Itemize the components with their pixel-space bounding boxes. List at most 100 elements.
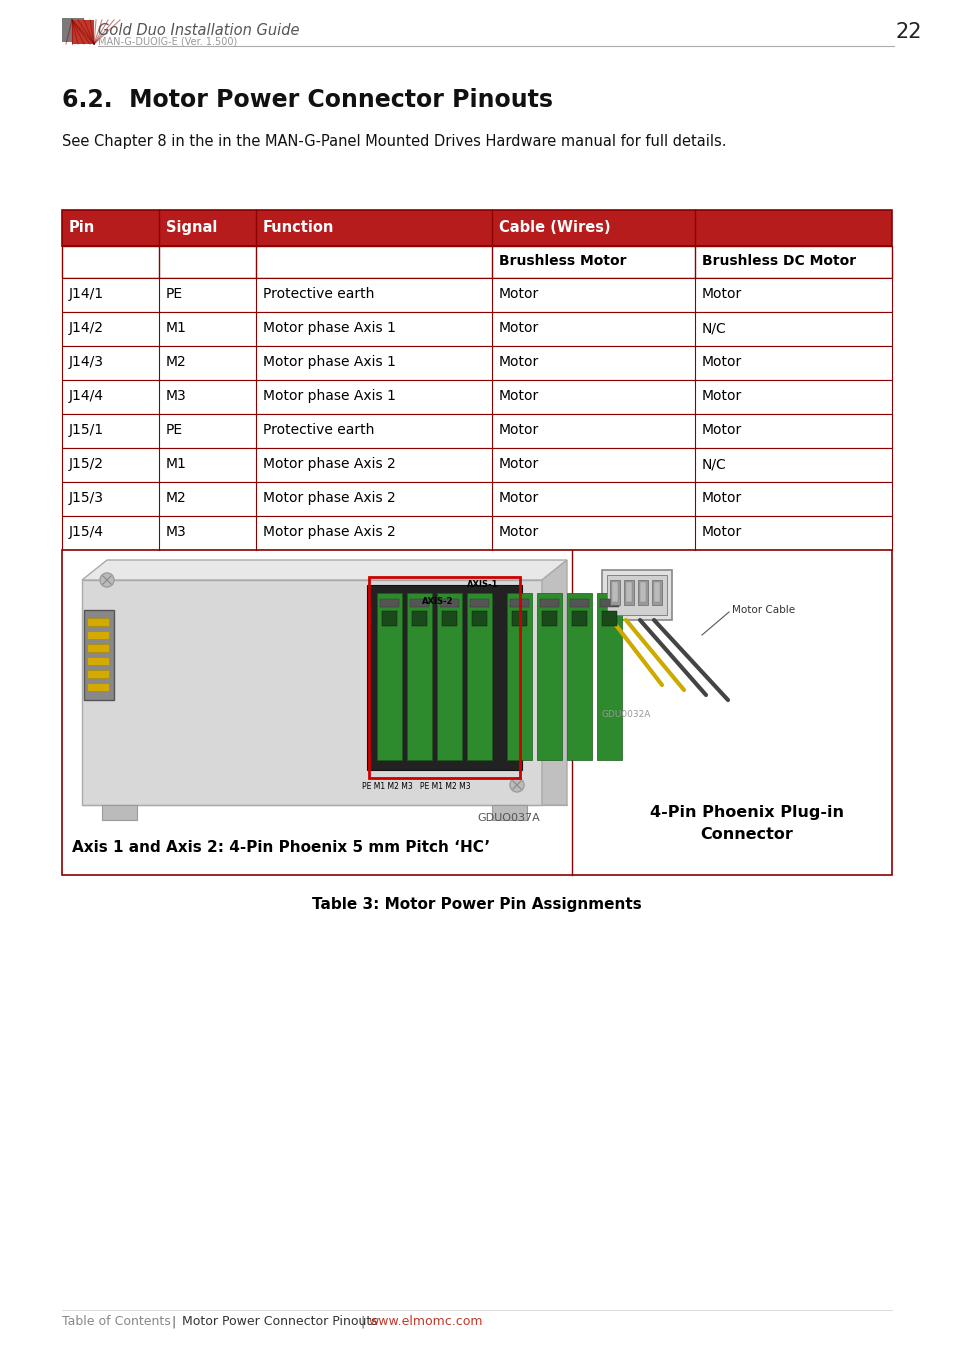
Text: Axis 1 and Axis 2: 4-Pin Phoenix 5 mm Pitch ‘HC’: Axis 1 and Axis 2: 4-Pin Phoenix 5 mm Pi… <box>71 840 490 855</box>
Bar <box>492 805 526 819</box>
Text: Pin: Pin <box>69 220 95 235</box>
Text: Motor: Motor <box>701 423 741 437</box>
Bar <box>612 582 618 602</box>
Text: Motor: Motor <box>701 491 741 505</box>
Bar <box>62 549 891 875</box>
Bar <box>625 582 631 602</box>
Bar <box>376 593 401 760</box>
Text: M2: M2 <box>166 355 187 369</box>
Bar <box>62 18 84 42</box>
Text: AXIS-2: AXIS-2 <box>421 597 453 606</box>
Text: Motor: Motor <box>498 423 538 437</box>
Polygon shape <box>541 560 566 805</box>
Text: MAN-G-DUOIG-E (Ver. 1.500): MAN-G-DUOIG-E (Ver. 1.500) <box>98 36 237 47</box>
Bar <box>62 211 891 246</box>
Text: J15/4: J15/4 <box>69 525 104 539</box>
Text: See Chapter 8 in the in the MAN-G-Panel Mounted Drives Hardware manual for full : See Chapter 8 in the in the MAN-G-Panel … <box>62 134 726 148</box>
Bar <box>623 580 634 605</box>
Text: Motor: Motor <box>498 525 538 539</box>
Text: PE: PE <box>166 288 183 301</box>
Text: PE: PE <box>166 423 183 437</box>
Text: M3: M3 <box>166 389 187 404</box>
Text: Brushless Motor: Brushless Motor <box>498 254 626 269</box>
Text: Motor phase Axis 1: Motor phase Axis 1 <box>263 355 395 369</box>
Polygon shape <box>71 20 94 45</box>
Text: Connector: Connector <box>700 828 793 842</box>
Text: 22: 22 <box>895 22 922 42</box>
Bar <box>87 630 109 639</box>
Text: GDUO037A: GDUO037A <box>476 813 539 823</box>
Text: Table of Contents: Table of Contents <box>62 1315 171 1328</box>
Text: M1: M1 <box>166 458 187 471</box>
Bar <box>537 593 561 760</box>
Text: Motor: Motor <box>498 288 538 301</box>
Text: Signal: Signal <box>166 220 217 235</box>
Bar <box>87 657 109 666</box>
Bar <box>87 670 109 678</box>
Bar <box>407 593 432 760</box>
Bar <box>572 612 586 626</box>
Text: Motor: Motor <box>498 458 538 471</box>
Bar <box>470 599 489 608</box>
Circle shape <box>100 572 113 587</box>
Bar <box>62 516 891 549</box>
Text: Motor: Motor <box>498 389 538 404</box>
Bar <box>412 612 427 626</box>
Polygon shape <box>82 560 566 580</box>
Text: GDU0032A: GDU0032A <box>601 710 651 720</box>
Text: J14/4: J14/4 <box>69 389 104 404</box>
Text: Motor phase Axis 1: Motor phase Axis 1 <box>263 321 395 335</box>
Text: Table 3: Motor Power Pin Assignments: Table 3: Motor Power Pin Assignments <box>312 896 641 913</box>
Bar <box>62 312 891 346</box>
Text: Cable (Wires): Cable (Wires) <box>498 220 610 235</box>
Text: |: | <box>359 1315 364 1328</box>
Bar <box>82 580 541 805</box>
Text: Motor: Motor <box>701 288 741 301</box>
Text: M2: M2 <box>166 491 187 505</box>
Text: J15/3: J15/3 <box>69 491 104 505</box>
Bar <box>62 278 891 312</box>
Text: Protective earth: Protective earth <box>263 288 374 301</box>
Text: Motor: Motor <box>701 389 741 404</box>
Text: M3: M3 <box>166 525 187 539</box>
Bar <box>639 582 645 602</box>
Bar <box>102 805 137 819</box>
Bar <box>436 593 461 760</box>
Bar <box>467 593 492 760</box>
Text: Gold Duo Installation Guide: Gold Duo Installation Guide <box>98 23 299 38</box>
Bar <box>506 593 532 760</box>
Text: Motor Cable: Motor Cable <box>731 605 794 616</box>
Text: www.elmomc.com: www.elmomc.com <box>368 1315 482 1328</box>
Bar <box>84 610 113 701</box>
Text: J14/2: J14/2 <box>69 321 104 335</box>
Bar <box>379 599 398 608</box>
Text: Protective earth: Protective earth <box>263 423 374 437</box>
Text: PE M1 M2 M3   PE M1 M2 M3: PE M1 M2 M3 PE M1 M2 M3 <box>361 782 470 791</box>
Bar <box>472 612 486 626</box>
Text: Motor phase Axis 2: Motor phase Axis 2 <box>263 458 395 471</box>
Bar <box>654 582 659 602</box>
Bar <box>87 683 109 691</box>
Bar <box>87 644 109 652</box>
Text: M1: M1 <box>166 321 187 335</box>
Bar <box>539 599 558 608</box>
Text: J15/2: J15/2 <box>69 458 104 471</box>
Bar <box>601 612 617 626</box>
Text: J14/3: J14/3 <box>69 355 104 369</box>
Text: Motor: Motor <box>701 355 741 369</box>
Text: |: | <box>164 1315 176 1328</box>
Bar <box>62 448 891 482</box>
Bar <box>87 618 109 626</box>
Text: Brushless DC Motor: Brushless DC Motor <box>701 254 855 269</box>
Bar <box>651 580 661 605</box>
Text: Motor: Motor <box>701 525 741 539</box>
Bar <box>369 576 519 778</box>
Bar <box>512 612 526 626</box>
Bar <box>510 599 529 608</box>
Text: N/C: N/C <box>701 321 726 335</box>
Bar <box>599 599 618 608</box>
Text: Motor Power Connector Pinouts: Motor Power Connector Pinouts <box>182 1315 377 1328</box>
Text: Motor: Motor <box>498 491 538 505</box>
Text: Motor: Motor <box>498 355 538 369</box>
Bar <box>638 580 647 605</box>
